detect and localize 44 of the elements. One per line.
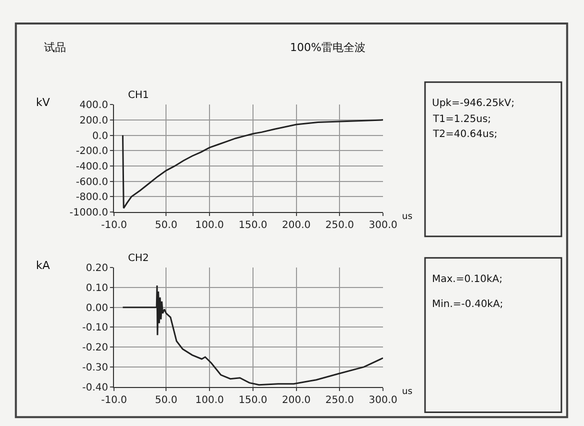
y-axis-title: kV	[36, 96, 50, 109]
text: Max.=0.10kA;	[432, 274, 502, 285]
y-tick-label: -0.30	[82, 362, 108, 374]
x-tick-label: 150.0	[238, 220, 268, 231]
x-tick-label: 250.0	[325, 394, 354, 406]
text: CH2	[128, 253, 149, 264]
x-tick-label: 300.0	[368, 394, 398, 406]
x-tick-label: 50.0	[155, 394, 178, 406]
y-tick-label: 0.0	[92, 130, 108, 142]
x-tick-label: 100.0	[195, 220, 224, 231]
x-tick-label: -10.0	[101, 220, 128, 231]
text: T2=40.64us;	[432, 129, 498, 140]
y-tick-label: 0.00	[86, 302, 108, 314]
y-tick-label: 200.0	[79, 115, 108, 126]
y-tick-label: -200.0	[76, 146, 108, 158]
x-tick-label: 200.0	[282, 394, 311, 406]
text: CH1	[128, 90, 149, 101]
x-axis-title: us	[402, 387, 413, 397]
x-tick-label: 250.0	[325, 220, 354, 231]
y-tick-label: 0.10	[86, 283, 108, 294]
x-tick-label: 100.0	[195, 394, 224, 406]
y-tick-label: -0.40	[82, 382, 108, 394]
y-tick-label: -0.20	[82, 342, 108, 354]
y-tick-label: -1000.0	[69, 208, 108, 218]
y-tick-label: -0.10	[82, 322, 108, 334]
x-tick-label: -10.0	[101, 394, 128, 406]
y-tick-label: -600.0	[76, 176, 108, 188]
text: Upk=-946.25kV;	[432, 98, 514, 109]
y-tick-label: 0.20	[86, 263, 108, 274]
y-tick-label: -800.0	[76, 192, 108, 204]
y-axis-title: kA	[36, 259, 50, 272]
line-series	[122, 119, 384, 209]
line-series	[122, 284, 384, 386]
y-tick-label: -400.0	[76, 161, 108, 172]
y-tick-label: 400.0	[79, 100, 108, 112]
x-tick-label: 150.0	[238, 394, 268, 406]
x-axis-title: us	[402, 212, 413, 222]
x-tick-label: 50.0	[155, 220, 178, 231]
chart-title: 100%雷电全波	[290, 41, 366, 54]
text: T1=1.25us;	[432, 114, 492, 125]
text: Min.=-0.40kA;	[432, 299, 504, 310]
x-tick-label: 300.0	[368, 220, 398, 231]
x-tick-label: 200.0	[282, 220, 311, 231]
chart-subtitle: 试品	[44, 41, 66, 54]
